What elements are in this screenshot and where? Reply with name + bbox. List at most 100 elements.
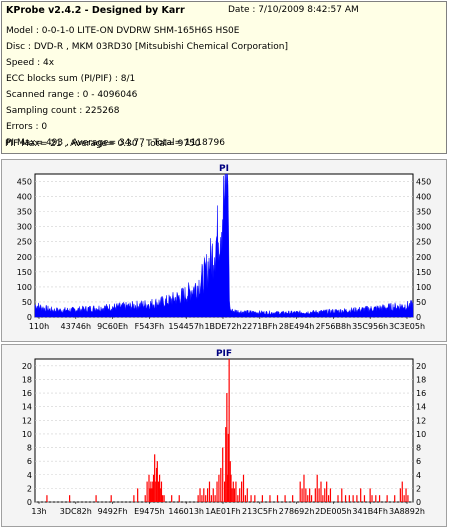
pif-bar [156, 461, 158, 502]
y-tick-label-left: 2 [27, 484, 32, 493]
pif-bar [399, 488, 401, 502]
pif-bar [146, 481, 148, 502]
x-tick-label: F543Fh [135, 322, 165, 331]
y-tick-label-left: 16 [22, 389, 32, 398]
x-tick-label: 2DE005h [315, 507, 352, 516]
y-tick-label-left: 350 [17, 208, 32, 217]
x-tick-label: 3C3E05h [389, 322, 425, 331]
pif-chart-panel: PIF 0 0 2 2 4 4 6 6 8 8 10 10 12 12 14 14 16 16 18 18 20 20 13h… [1, 344, 447, 527]
pif-bar [239, 488, 241, 502]
pif-bar [159, 488, 161, 502]
y-tick-label-right: 18 [416, 375, 426, 384]
pif-bar [155, 481, 157, 502]
ecc-blocks: ECC blocks sum (PI/PIF) : 8/1 [6, 74, 136, 84]
pif-bar [386, 495, 388, 502]
disc-info: Disc : DVD-R , MKM 03RD30 [Mitsubishi Ch… [6, 42, 288, 52]
pif-bar [235, 481, 237, 502]
y-tick-label-right: 50 [416, 298, 426, 307]
scan-info-panel: KProbe v2.4.2 - Designed by Karr Date : … [1, 1, 447, 154]
pif-bar [230, 474, 232, 502]
pif-bar [261, 495, 263, 502]
pif-bar [307, 495, 309, 502]
pif-bar [344, 495, 347, 502]
pif-bar [254, 495, 256, 502]
y-tick-label-left: 4 [27, 471, 32, 480]
pif-bar [407, 495, 409, 502]
pif-bar [233, 488, 236, 502]
pif-bar [228, 359, 230, 502]
pif-bar [220, 467, 222, 502]
x-tick-label: 28E494h [279, 322, 315, 331]
y-tick-label-right: 250 [416, 238, 431, 247]
pif-bar [212, 488, 214, 502]
pif-bar [216, 481, 218, 502]
pif-bar [303, 474, 305, 502]
pif-bar [158, 474, 161, 502]
pif-bar [305, 488, 307, 502]
pif-bar [152, 481, 154, 502]
y-tick-label-left: 14 [22, 403, 32, 412]
pif-bar [378, 495, 381, 502]
pif-bar [276, 495, 279, 502]
pif-bar [369, 488, 371, 502]
pif-bar [133, 495, 135, 502]
y-tick-label-left: 250 [17, 238, 32, 247]
pif-bar [352, 495, 354, 502]
pif-bar [329, 488, 332, 502]
pif-bar [229, 461, 231, 502]
y-tick-label-right: 16 [416, 389, 426, 398]
y-tick-label-left: 300 [17, 223, 32, 232]
pif-bar [250, 495, 252, 502]
y-tick-label-left: 450 [17, 178, 32, 187]
pif-bar [197, 495, 199, 502]
sampling-count: Sampling count : 225268 [6, 106, 120, 116]
x-tick-label: 13h [31, 507, 46, 516]
pif-bar [203, 488, 205, 502]
pif-bar [149, 488, 151, 502]
pif-bar [318, 488, 320, 502]
pif-bar [241, 481, 243, 502]
pif-bar [110, 495, 112, 502]
x-tick-label: E9475h [134, 507, 164, 516]
pif-bar [371, 495, 373, 502]
pif-bar [205, 495, 207, 502]
scanned-range: Scanned range : 0 - 4096046 [6, 90, 138, 100]
y-tick-label-left: 0 [27, 313, 32, 322]
pif-bar [226, 393, 228, 502]
pif-bar [310, 495, 313, 502]
y-tick-label-right: 14 [416, 403, 426, 412]
pif-bar [242, 474, 245, 502]
pif-bar [214, 495, 216, 502]
x-tick-label: 2F56B8h [316, 322, 352, 331]
pif-bar [316, 474, 318, 502]
pif-bar [327, 495, 330, 502]
scan-date: Date : 7/10/2009 8:42:57 AM [228, 5, 359, 15]
x-tick-label: 3A8892h [389, 507, 425, 516]
y-tick-label-right: 450 [416, 178, 431, 187]
y-tick-label-right: 150 [416, 268, 431, 277]
pif-bar [218, 474, 220, 502]
x-tick-label: 213C5Fh [242, 507, 278, 516]
y-tick-label-left: 0 [27, 498, 32, 507]
pif-bar [154, 454, 156, 502]
y-tick-label-right: 20 [416, 362, 426, 371]
pif-chart: PIF 0 0 2 2 4 4 6 6 8 8 10 10 12 12 14 14 16 16 18 18 20 20 13h… [22, 349, 426, 516]
pif-bar [403, 495, 405, 502]
pif-bar [210, 495, 212, 502]
pif-bar [144, 495, 146, 502]
pif-bar [292, 495, 294, 502]
pif-bar [320, 481, 322, 502]
x-tick-label: 35C956h [352, 322, 388, 331]
pif-bar [348, 495, 350, 502]
y-tick-label-left: 6 [27, 457, 32, 466]
y-tick-label-left: 8 [27, 444, 32, 453]
y-tick-label-left: 12 [22, 416, 32, 425]
pif-bar [163, 495, 165, 502]
pif-bar [150, 481, 152, 502]
pif-bar [337, 495, 339, 502]
pif-bar [375, 495, 377, 502]
plot-area [34, 358, 414, 503]
pi-chart-panel: PI 0 0 50 50 100 100 150 150 200 200 250 250 300 300 35… [1, 159, 447, 342]
pif-bar [69, 495, 71, 502]
y-tick-label-left: 100 [17, 283, 32, 292]
